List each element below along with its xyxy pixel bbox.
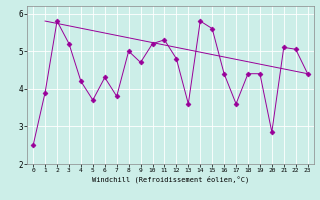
X-axis label: Windchill (Refroidissement éolien,°C): Windchill (Refroidissement éolien,°C) <box>92 176 249 183</box>
